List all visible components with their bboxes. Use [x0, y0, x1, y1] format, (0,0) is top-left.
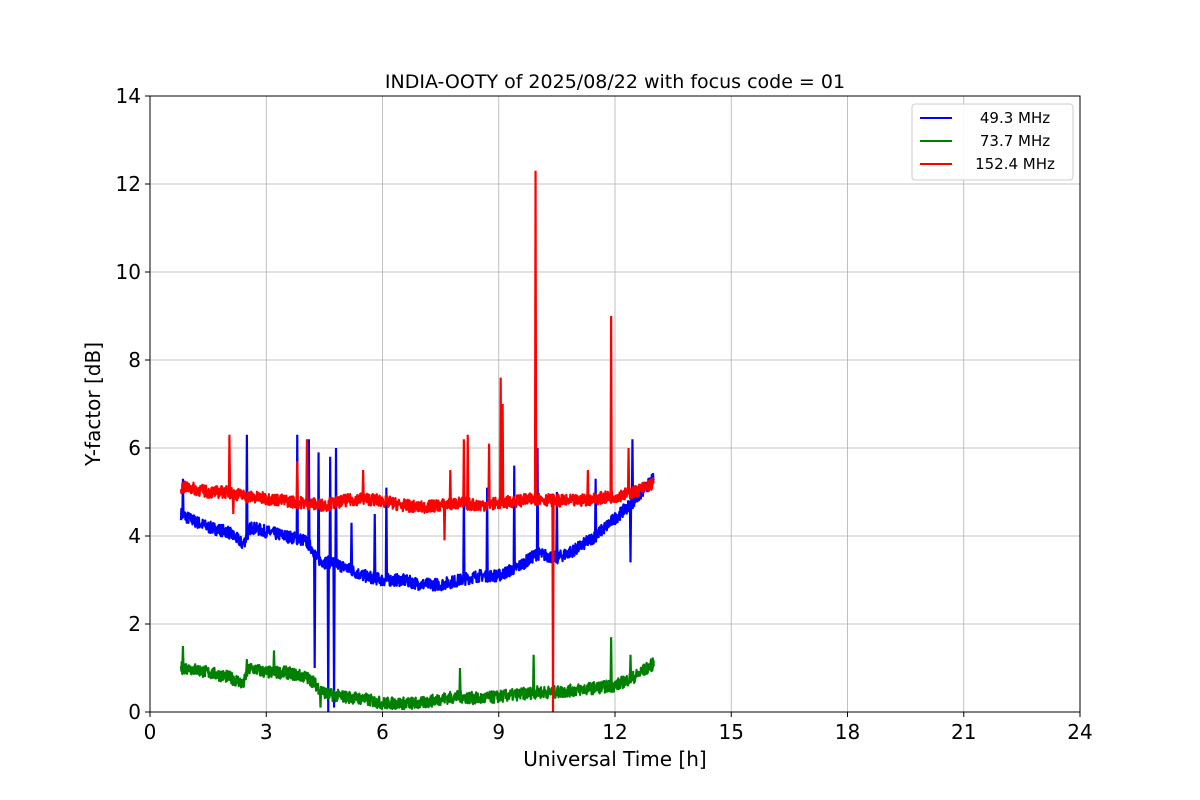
legend-label: 49.3 MHz	[980, 109, 1050, 127]
series-lines	[179, 170, 655, 712]
x-tick-label: 3	[260, 720, 273, 744]
series-spikes-2	[227, 170, 631, 712]
x-tick-label: 0	[144, 720, 157, 744]
series-line-0	[179, 472, 655, 592]
x-tick-label: 21	[951, 720, 976, 744]
series-spikes-0	[181, 434, 635, 712]
y-ticks: 0 2 4 6 8 10 12 14	[116, 84, 150, 724]
legend-label: 152.4 MHz	[975, 155, 1055, 173]
series-spikes-1	[181, 637, 633, 708]
y-tick-label: 14	[116, 84, 141, 108]
series-line-2	[179, 477, 655, 515]
y-axis-label: Y-factor [dB]	[81, 342, 105, 467]
y-tick-label: 0	[128, 700, 141, 724]
x-tick-label: 12	[602, 720, 627, 744]
x-tick-label: 15	[719, 720, 744, 744]
y-tick-label: 10	[116, 260, 141, 284]
x-tick-label: 24	[1067, 720, 1092, 744]
x-axis-label: Universal Time [h]	[523, 747, 706, 771]
y-tick-label: 8	[128, 348, 141, 372]
x-tick-label: 18	[835, 720, 860, 744]
y-tick-label: 12	[116, 172, 141, 196]
y-tick-label: 2	[128, 612, 141, 636]
grid-lines	[149, 95, 1081, 713]
chart-title: INDIA-OOTY of 2025/08/22 with focus code…	[385, 71, 845, 93]
legend: 49.3 MHz 73.7 MHz 152.4 MHz	[911, 103, 1074, 181]
series-line-1	[179, 657, 655, 711]
x-ticks: 0 3 6 9 12 15 18 21 24	[144, 712, 1093, 744]
y-tick-label: 4	[128, 524, 141, 548]
legend-box	[911, 103, 1074, 181]
legend-label: 73.7 MHz	[980, 132, 1050, 150]
x-tick-label: 6	[376, 720, 389, 744]
x-tick-label: 9	[492, 720, 505, 744]
y-tick-label: 6	[128, 436, 141, 460]
